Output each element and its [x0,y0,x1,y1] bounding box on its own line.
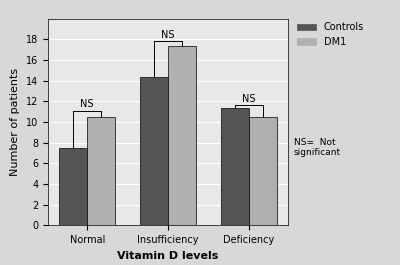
Text: NS: NS [80,99,94,109]
Text: NS=  Not
significant: NS= Not significant [294,138,341,157]
Bar [87,117,116,225]
X-axis label: Vitamin D levels: Vitamin D levels [117,250,219,260]
Text: NS: NS [242,94,256,104]
Bar [249,117,277,225]
Bar [140,77,168,225]
Legend: Controls, DM1: Controls, DM1 [293,19,368,51]
Text: NS: NS [161,30,175,40]
Y-axis label: Number of patients: Number of patients [10,68,20,176]
Bar [220,108,249,225]
Bar [59,148,87,225]
Bar [168,46,196,225]
